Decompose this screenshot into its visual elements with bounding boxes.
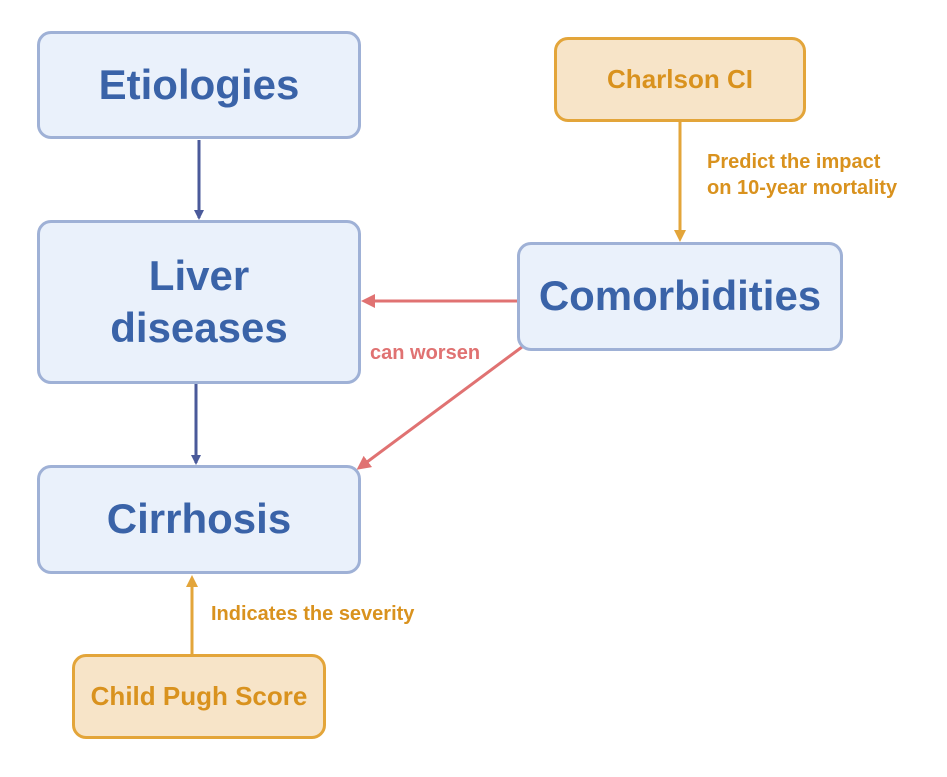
comorbidities-label: Comorbidities bbox=[538, 272, 822, 320]
charlson-ci-node: Charlson CI bbox=[554, 37, 806, 122]
cirrhosis-node: Cirrhosis bbox=[37, 465, 361, 574]
child-pugh-node: Child Pugh Score bbox=[72, 654, 326, 739]
arrow-comorbidities-to-cirrhosis bbox=[356, 345, 523, 470]
can-worsen-label: can worsen bbox=[370, 342, 481, 364]
etiologies-label: Etiologies bbox=[98, 60, 300, 108]
charlson-edge-label: Predict the impact on 10-year mortality bbox=[707, 151, 898, 199]
etiologies-node: Etiologies bbox=[37, 31, 361, 139]
comorbidities-node: Comorbidities bbox=[517, 242, 843, 351]
liver-diseases-node: Liver diseases bbox=[37, 220, 361, 384]
child-pugh-edge-label: Indicates the severity bbox=[211, 603, 415, 625]
charlson-ci-label: Charlson CI bbox=[607, 63, 753, 94]
cirrhosis-label: Cirrhosis bbox=[106, 495, 292, 543]
liver-diseases-label: Liver diseases bbox=[110, 251, 288, 352]
child-pugh-label: Child Pugh Score bbox=[90, 680, 308, 711]
